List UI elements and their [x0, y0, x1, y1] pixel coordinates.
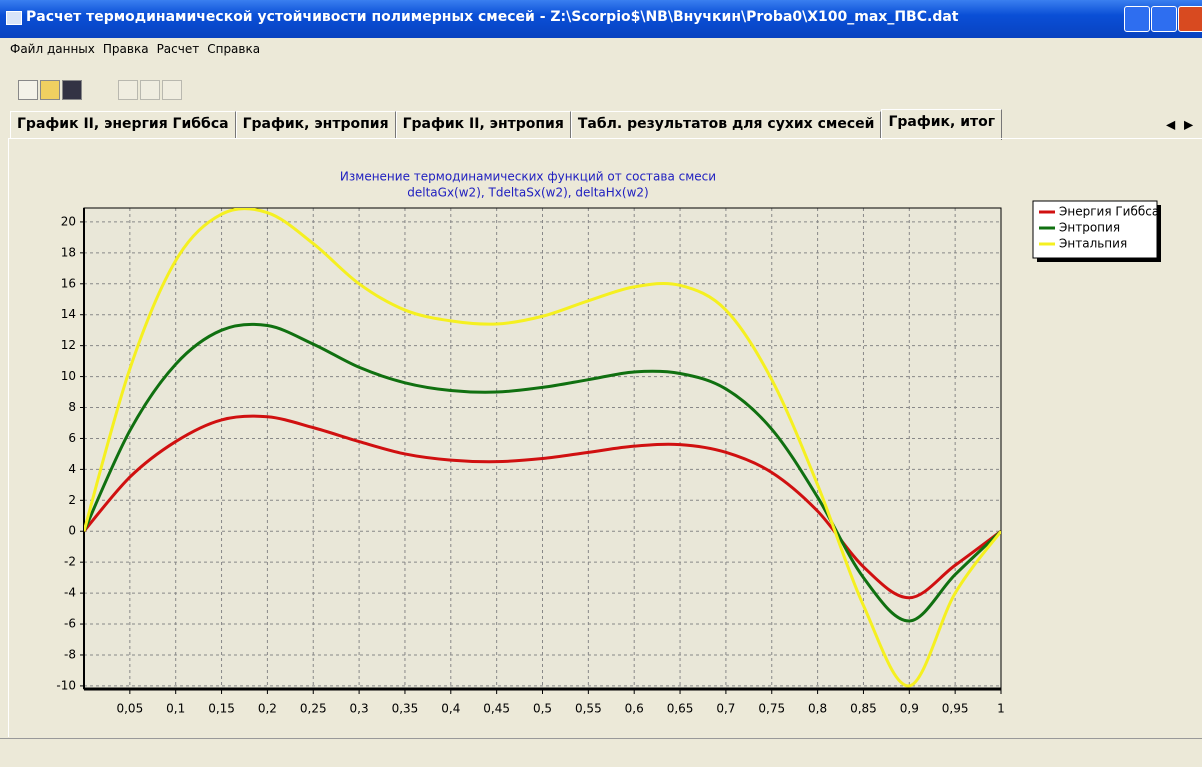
- save-button[interactable]: [62, 80, 82, 100]
- legend-label: Энтропия: [1059, 221, 1120, 235]
- window-title: Расчет термодинамической устойчивости по…: [26, 9, 959, 25]
- open-button[interactable]: [40, 80, 60, 100]
- chart-title: Изменение термодинамических функций от с…: [340, 170, 716, 184]
- status-bar: [0, 738, 1202, 767]
- tab[interactable]: График II, энергия Гиббса: [10, 111, 236, 138]
- legend-label: Энтальпия: [1059, 237, 1127, 251]
- menu-item[interactable]: Правка: [102, 42, 149, 56]
- chart-subtitle: deltaGx(w2), TdeltaSx(w2), deltaHx(w2): [407, 186, 648, 200]
- legend-label: Энергия Гиббса: [1059, 205, 1159, 219]
- tab-scroll-right[interactable]: ▶: [1184, 118, 1194, 132]
- x-tick-label: 0,05: [116, 702, 143, 716]
- y-tick-label: -10: [56, 678, 76, 692]
- x-tick-label: 0,45: [483, 702, 510, 716]
- x-tick-label: 0,95: [942, 702, 969, 716]
- y-tick-label: 4: [68, 462, 76, 476]
- cut-button[interactable]: [118, 80, 138, 100]
- y-tick-label: 12: [61, 338, 76, 352]
- x-tick-label: 0,85: [850, 702, 877, 716]
- copy-button[interactable]: [140, 80, 160, 100]
- x-tick-label: 0,9: [900, 702, 919, 716]
- tab-strip: График II, энергия Гиббса График, энтропи…: [10, 109, 1003, 140]
- x-tick-label: 0,65: [667, 702, 694, 716]
- menu-item[interactable]: Файл данных: [10, 42, 95, 56]
- y-tick-label: 18: [61, 245, 76, 259]
- maximize-button[interactable]: [1151, 6, 1177, 32]
- x-tick-label: 0,7: [716, 702, 735, 716]
- y-tick-label: -6: [64, 617, 76, 631]
- minimize-button[interactable]: [1124, 6, 1150, 32]
- x-tick-label: 0,75: [758, 702, 785, 716]
- y-tick-label: 2: [68, 493, 76, 507]
- x-tick-label: 0,25: [300, 702, 327, 716]
- tab[interactable]: График, энтропия: [235, 111, 396, 138]
- x-tick-label: 0,3: [350, 702, 369, 716]
- series-line: [84, 322, 1001, 623]
- x-tick-label: 0,8: [808, 702, 827, 716]
- series-line: [84, 208, 1001, 688]
- paste-button[interactable]: [162, 80, 182, 100]
- y-tick-label: 0: [68, 524, 76, 538]
- x-tick-label: 0,1: [166, 702, 185, 716]
- x-tick-label: 0,35: [392, 702, 419, 716]
- menu-item[interactable]: Справка: [207, 42, 261, 56]
- x-tick-label: 0,55: [575, 702, 602, 716]
- tab[interactable]: Табл. результатов для сухих смесей: [570, 111, 882, 138]
- tab-scroll-left[interactable]: ◀: [1166, 118, 1176, 132]
- x-tick-label: 0,2: [258, 702, 277, 716]
- y-tick-label: 14: [61, 307, 76, 321]
- y-tick-label: 16: [61, 276, 76, 290]
- y-tick-label: 6: [68, 431, 76, 445]
- x-tick-label: 0,6: [625, 702, 644, 716]
- x-tick-label: 0,5: [533, 702, 552, 716]
- y-tick-label: 8: [68, 400, 76, 414]
- app-icon: [6, 11, 22, 25]
- y-tick-label: -2: [64, 555, 76, 569]
- x-tick-label: 0,4: [441, 702, 460, 716]
- tab[interactable]: График II, энтропия: [395, 111, 571, 138]
- menu-item[interactable]: Расчет: [156, 42, 200, 56]
- title-bar: Расчет термодинамической устойчивости по…: [0, 0, 1202, 38]
- close-button[interactable]: [1178, 6, 1202, 32]
- series-line: [84, 414, 1001, 600]
- y-tick-label: 10: [61, 369, 76, 383]
- x-tick-label: 1: [997, 702, 1005, 716]
- y-tick-label: -8: [64, 647, 76, 661]
- x-tick-label: 0,15: [208, 702, 235, 716]
- tab[interactable]: График, итог: [881, 109, 1003, 140]
- tab-panel: [8, 138, 1202, 737]
- y-tick-label: -4: [64, 586, 76, 600]
- tab-scroll: [1160, 120, 1178, 130]
- menu-bar: Файл данных Правка Расчет Справка: [0, 38, 1202, 60]
- y-tick-label: 20: [61, 214, 76, 228]
- new-button[interactable]: [18, 80, 38, 100]
